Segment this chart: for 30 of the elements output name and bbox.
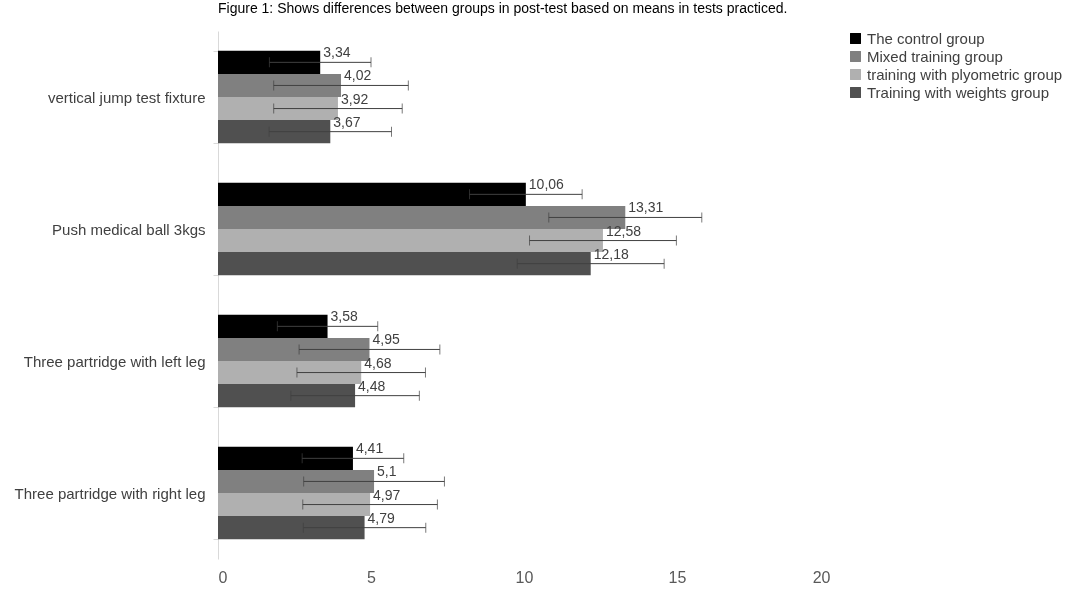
data-label: 4,02	[344, 67, 372, 84]
data-label: 4,48	[358, 377, 386, 394]
legend-label: training with plyometric group	[867, 65, 1063, 83]
legend-label: Mixed training group	[867, 47, 1003, 65]
y-tick-label: Push medical ball 3kgs	[52, 220, 206, 238]
y-tick-label: Three partridge with right leg	[14, 484, 206, 502]
legend-label: Training with weights group	[867, 83, 1050, 101]
y-tick-label: vertical jump test fixture	[47, 88, 206, 106]
x-tick-label: 0	[218, 568, 228, 586]
legend-label: The control group	[867, 29, 985, 47]
y-tick-label: Three partridge with left leg	[23, 352, 206, 370]
data-label: 12,18	[593, 245, 629, 262]
chart-title: Figure 1: Shows differences between groups in post-test based on means in tests practiced.	[218, 0, 788, 16]
x-tick-label: 15	[668, 568, 687, 586]
data-label: 13,31	[628, 199, 664, 216]
data-label: 4,95	[372, 331, 400, 348]
data-label: 5,1	[377, 463, 397, 480]
data-label: 4,41	[355, 440, 384, 457]
data-label: 3,34	[323, 44, 351, 61]
data-label: 10,06	[528, 176, 565, 193]
x-tick-label: 5	[367, 568, 377, 586]
data-label: 4,97	[373, 486, 401, 503]
data-label: 4,68	[364, 354, 392, 371]
data-label: 3,58	[330, 308, 359, 325]
x-tick-label: 10	[515, 568, 534, 586]
data-label: 12,58	[605, 222, 642, 239]
x-tick-label: 20	[812, 568, 831, 586]
data-label: 3,92	[340, 90, 369, 107]
data-label: 3,67	[333, 113, 361, 130]
data-label: 4,79	[367, 509, 396, 526]
